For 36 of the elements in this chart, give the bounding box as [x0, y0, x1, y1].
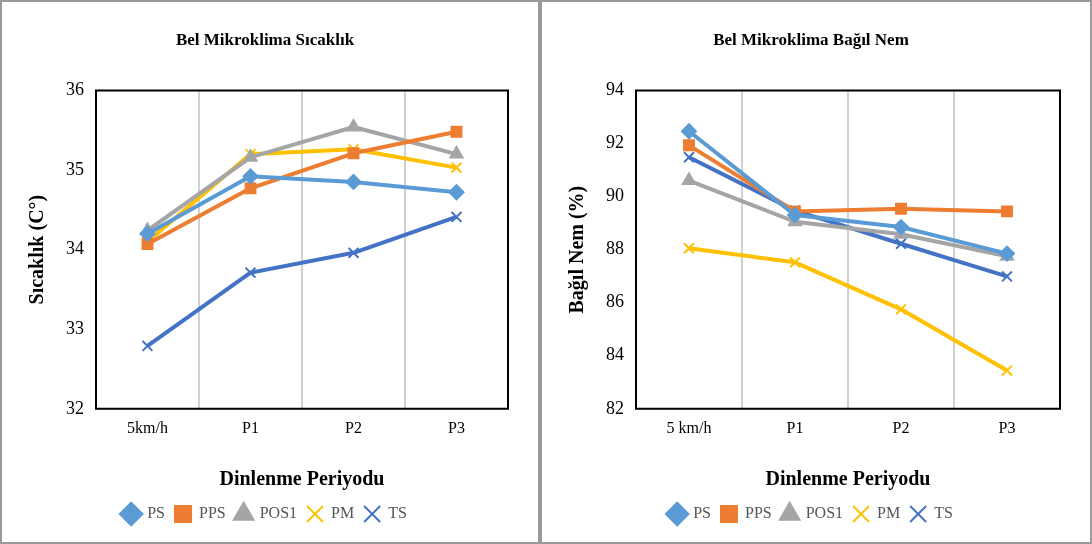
x-axis-title: Dinlenme Periyodu [765, 467, 931, 491]
x-axis-title: Dinlenme Periyodu [219, 467, 385, 491]
legend-label: POS1 [805, 504, 844, 522]
legend-label: PPS [198, 504, 226, 522]
x-tick-label: 5 km/h [666, 418, 712, 436]
y-tick-label: 34 [66, 238, 84, 259]
y-tick-label: 94 [606, 79, 624, 100]
y-tick-label: 92 [606, 132, 624, 153]
x-tick-label: P1 [786, 418, 804, 436]
x-tick-label: P2 [345, 418, 362, 436]
y-tick-label: 90 [606, 185, 624, 206]
x-tick-label: P1 [242, 418, 259, 436]
y-tick-label: 84 [606, 344, 624, 365]
x-tick-label: P3 [998, 418, 1016, 436]
y-tick-label: 82 [606, 397, 624, 418]
legend-label: PM [877, 504, 901, 522]
chart-title: Bel Mikroklima Bağıl Nem [713, 29, 909, 49]
legend-label: PS [147, 504, 165, 522]
y-tick-label: 88 [606, 238, 624, 259]
y-tick-label: 86 [606, 291, 624, 312]
x-tick-label: 5km/h [127, 418, 168, 436]
legend-label: PPS [744, 504, 772, 522]
x-tick-label: P3 [448, 418, 465, 436]
chart-title: Bel Mikroklima Sıcaklık [175, 29, 355, 49]
y-tick-label: 35 [66, 158, 84, 179]
legend-label: POS1 [259, 504, 298, 522]
y-axis-title: Bağıl Nem (%) [565, 185, 589, 314]
legend-label: TS [934, 504, 953, 522]
legend-label: TS [388, 504, 407, 522]
legend-label: PM [331, 504, 355, 522]
y-tick-label: 32 [66, 397, 84, 418]
y-axis-title: Sıcaklık (C°) [25, 194, 49, 305]
legend-label: PS [693, 504, 711, 522]
y-tick-label: 36 [66, 79, 84, 100]
x-tick-label: P2 [892, 418, 910, 436]
y-tick-label: 33 [66, 317, 84, 338]
